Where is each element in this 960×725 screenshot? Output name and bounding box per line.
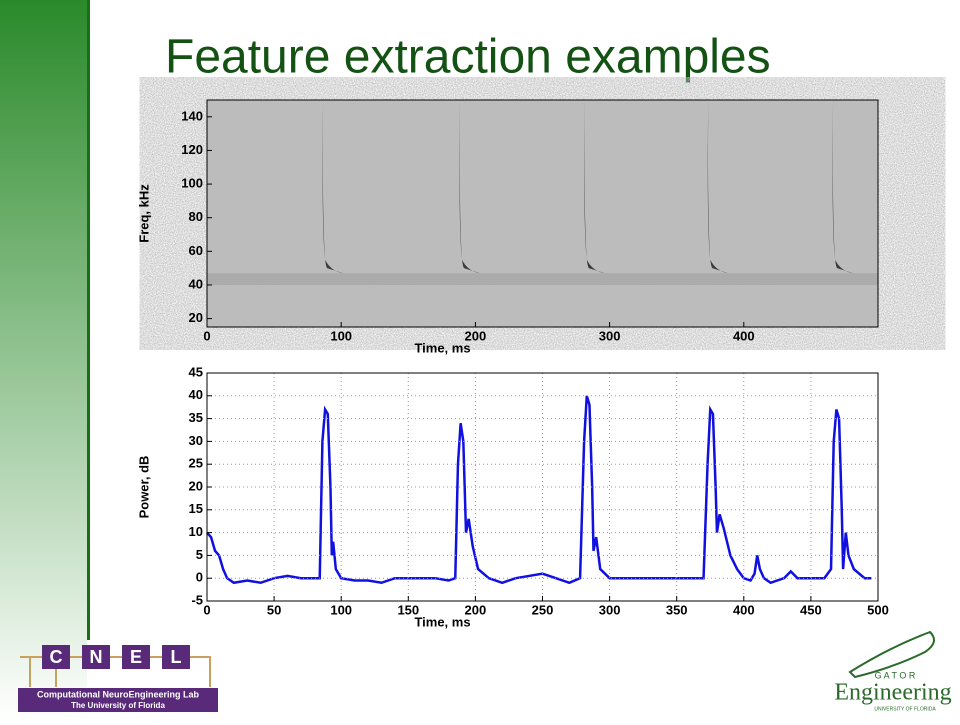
cnel-logo: C N E L Computational NeuroEngineering L… (18, 645, 218, 712)
y-tick-label: 25 (189, 456, 203, 471)
y-tick-label: 80 (189, 209, 203, 224)
logo-text: The University of Florida (71, 701, 165, 710)
x-axis-label: Time, ms (414, 340, 470, 355)
x-tick-label: 300 (599, 328, 621, 343)
axes-frame (206, 372, 879, 602)
axes-frame (206, 99, 879, 328)
x-tick-label: 0 (203, 602, 210, 617)
logo-letter: L (171, 647, 182, 667)
y-tick-label: 120 (181, 142, 203, 157)
spectrogram-noise (207, 100, 878, 327)
y-tick-label: 0 (196, 570, 203, 585)
x-tick-label: 0 (203, 328, 210, 343)
x-tick-label: 100 (330, 602, 352, 617)
y-tick-label: 10 (189, 524, 203, 539)
x-tick-label: 150 (397, 602, 419, 617)
y-tick-label: 40 (189, 276, 203, 291)
y-tick-label: 20 (189, 310, 203, 325)
y-tick-label: 60 (189, 243, 203, 258)
logo-text: Engineering (834, 680, 951, 706)
y-tick-label: 30 (189, 433, 203, 448)
y-tick-label: 5 (196, 547, 203, 562)
x-tick-label: 500 (867, 602, 889, 617)
x-tick-label: 400 (733, 602, 755, 617)
y-tick-label: 100 (181, 176, 203, 191)
y-axis-label: Power, dB (136, 456, 151, 519)
x-tick-label: 400 (733, 328, 755, 343)
y-tick-label: 35 (189, 410, 203, 425)
logo-letter: N (90, 647, 103, 667)
x-tick-label: 350 (666, 602, 688, 617)
gator-logo: G A T O R Engineering UNIVERSITY OF FLOR… (834, 630, 952, 712)
y-tick-label: 20 (189, 478, 203, 493)
logo-text: Computational NeuroEngineering Lab (37, 689, 200, 699)
spectrogram-band (207, 273, 878, 285)
x-tick-label: 200 (465, 328, 487, 343)
logo-text: G A T O R (875, 670, 916, 680)
y-tick-label: 140 (181, 108, 203, 123)
slide-title: Feature extraction examples (165, 31, 771, 84)
logo-letter: C (50, 647, 63, 667)
y-tick-label: 15 (189, 501, 203, 516)
x-tick-label: 200 (465, 602, 487, 617)
logo-text: UNIVERSITY OF FLORIDA (874, 706, 936, 712)
x-tick-label: 50 (267, 602, 281, 617)
y-tick-label: -5 (191, 592, 203, 607)
side-line (87, 0, 90, 640)
line-series (206, 395, 872, 585)
logo-letter: E (130, 647, 142, 667)
x-tick-label: 100 (330, 328, 352, 343)
y-axis-label: Freq, kHz (136, 184, 151, 243)
x-tick-label: 300 (599, 602, 621, 617)
x-tick-label: 450 (800, 602, 822, 617)
x-axis-label: Time, ms (414, 614, 470, 629)
x-tick-label: 250 (532, 602, 554, 617)
side-bar (0, 0, 87, 720)
y-tick-label: 40 (189, 387, 203, 402)
y-tick-label: 45 (189, 364, 203, 379)
